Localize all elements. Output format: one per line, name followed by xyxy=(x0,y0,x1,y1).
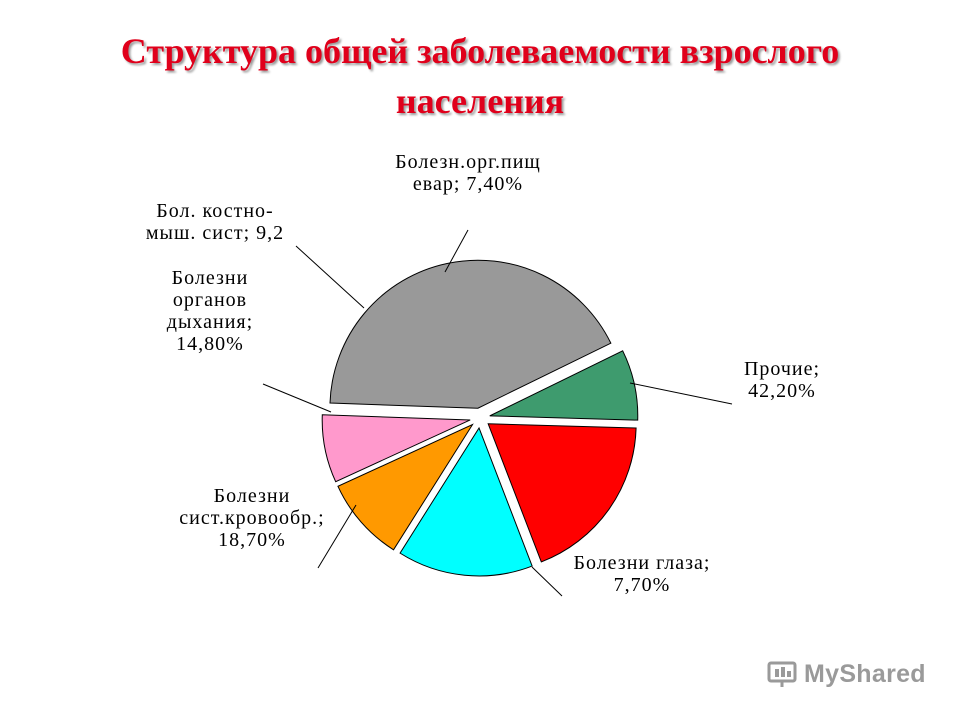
pie-slice-5 xyxy=(337,423,474,551)
slice-label-5: Бол. костно-мыш. сист; 9,2 xyxy=(146,200,284,244)
pie-slice-2 xyxy=(489,350,639,421)
title-line-1: Структура общей заболеваемости взрослого xyxy=(120,31,840,71)
pie-slice-1 xyxy=(329,259,612,409)
slice-label-4: Болезни органов дыхания; 14,80% xyxy=(167,267,253,355)
leader-line-6 xyxy=(444,229,469,273)
slice-label-2: Болезни глаза; 7,70% xyxy=(573,552,710,596)
leader-line-5 xyxy=(295,245,365,309)
pie-slice-3 xyxy=(487,423,637,563)
pie-slice-6 xyxy=(321,414,471,483)
title-line-2: населения xyxy=(395,81,565,121)
pie-slice-4 xyxy=(399,426,533,577)
presentation-icon xyxy=(767,661,797,687)
slice-label-6: Болезн.орг.пищ евар; 7,40% xyxy=(395,151,541,195)
slice-label-1: Прочие; 42,20% xyxy=(744,358,820,402)
page-title: Структура общей заболеваемости взрослого… xyxy=(0,26,960,126)
slice-label-3: Болезни сист.кровообр.; 18,70% xyxy=(179,485,324,551)
leader-line-3 xyxy=(317,504,357,569)
watermark-text: MyShared xyxy=(804,659,926,688)
leader-line-2 xyxy=(531,566,563,597)
leader-line-4 xyxy=(262,383,332,413)
leader-line-1 xyxy=(629,382,733,405)
watermark: MyShared xyxy=(766,656,926,692)
